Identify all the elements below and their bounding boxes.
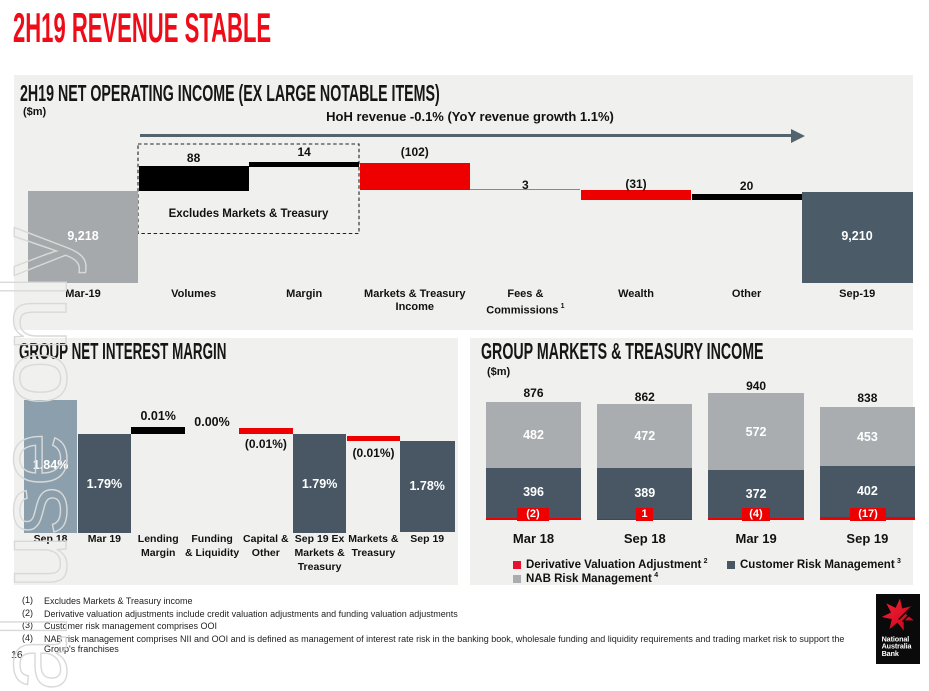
svg-text:National: National [881, 634, 909, 643]
svg-text:Bank: Bank [881, 649, 898, 658]
svg-text:Australia: Australia [881, 641, 912, 650]
